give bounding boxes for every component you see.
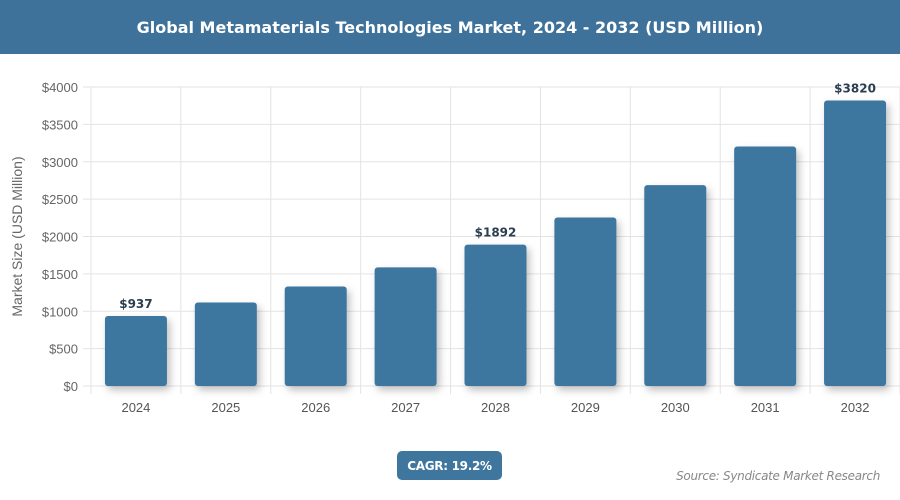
bar-2031 xyxy=(734,146,797,386)
bar-2032 xyxy=(824,100,887,386)
bar-2024 xyxy=(104,315,167,386)
y-axis-title: Market Size (USD Million) xyxy=(9,156,25,316)
x-tick-label: 2025 xyxy=(211,400,240,415)
y-tick-label: $3500 xyxy=(42,117,78,132)
cagr-badge: CAGR: 19.2% xyxy=(397,451,502,480)
bar-2025 xyxy=(194,302,257,386)
data-label: $937 xyxy=(119,297,152,311)
x-tick-label: 2031 xyxy=(751,400,780,415)
y-tick-label: $1500 xyxy=(42,267,78,282)
chart-title: Global Metamaterials Technologies Market… xyxy=(0,0,900,54)
y-tick-label: $1000 xyxy=(42,304,78,319)
x-tick-label: 2028 xyxy=(481,400,510,415)
y-tick-label: $2500 xyxy=(42,192,78,207)
x-tick-label: 2027 xyxy=(391,400,420,415)
y-tick-label: $500 xyxy=(49,342,78,357)
x-tick-label: 2032 xyxy=(841,400,870,415)
y-tick-label: $3000 xyxy=(42,155,78,170)
bar-chart: $0 $500 $1000 $1500 $2000 $2500 $3000 $3500 $400… xyxy=(9,80,900,415)
bar-2026 xyxy=(284,286,347,386)
x-tick-label: 2024 xyxy=(121,400,150,415)
bar-2028 xyxy=(464,244,527,386)
x-tick-label: 2026 xyxy=(301,400,330,415)
data-label: $3820 xyxy=(834,81,876,95)
y-tick-label: $2000 xyxy=(42,230,78,245)
y-tick-label: $4000 xyxy=(42,80,78,95)
source-note: Source: Syndicate Market Research xyxy=(676,469,880,483)
bar-2029 xyxy=(554,217,617,386)
data-label: $1892 xyxy=(475,226,517,240)
x-tick-label: 2029 xyxy=(571,400,600,415)
bar-2027 xyxy=(374,267,437,386)
y-tick-label: $0 xyxy=(64,379,78,394)
x-tick-label: 2030 xyxy=(661,400,690,415)
bar-2030 xyxy=(644,185,707,386)
